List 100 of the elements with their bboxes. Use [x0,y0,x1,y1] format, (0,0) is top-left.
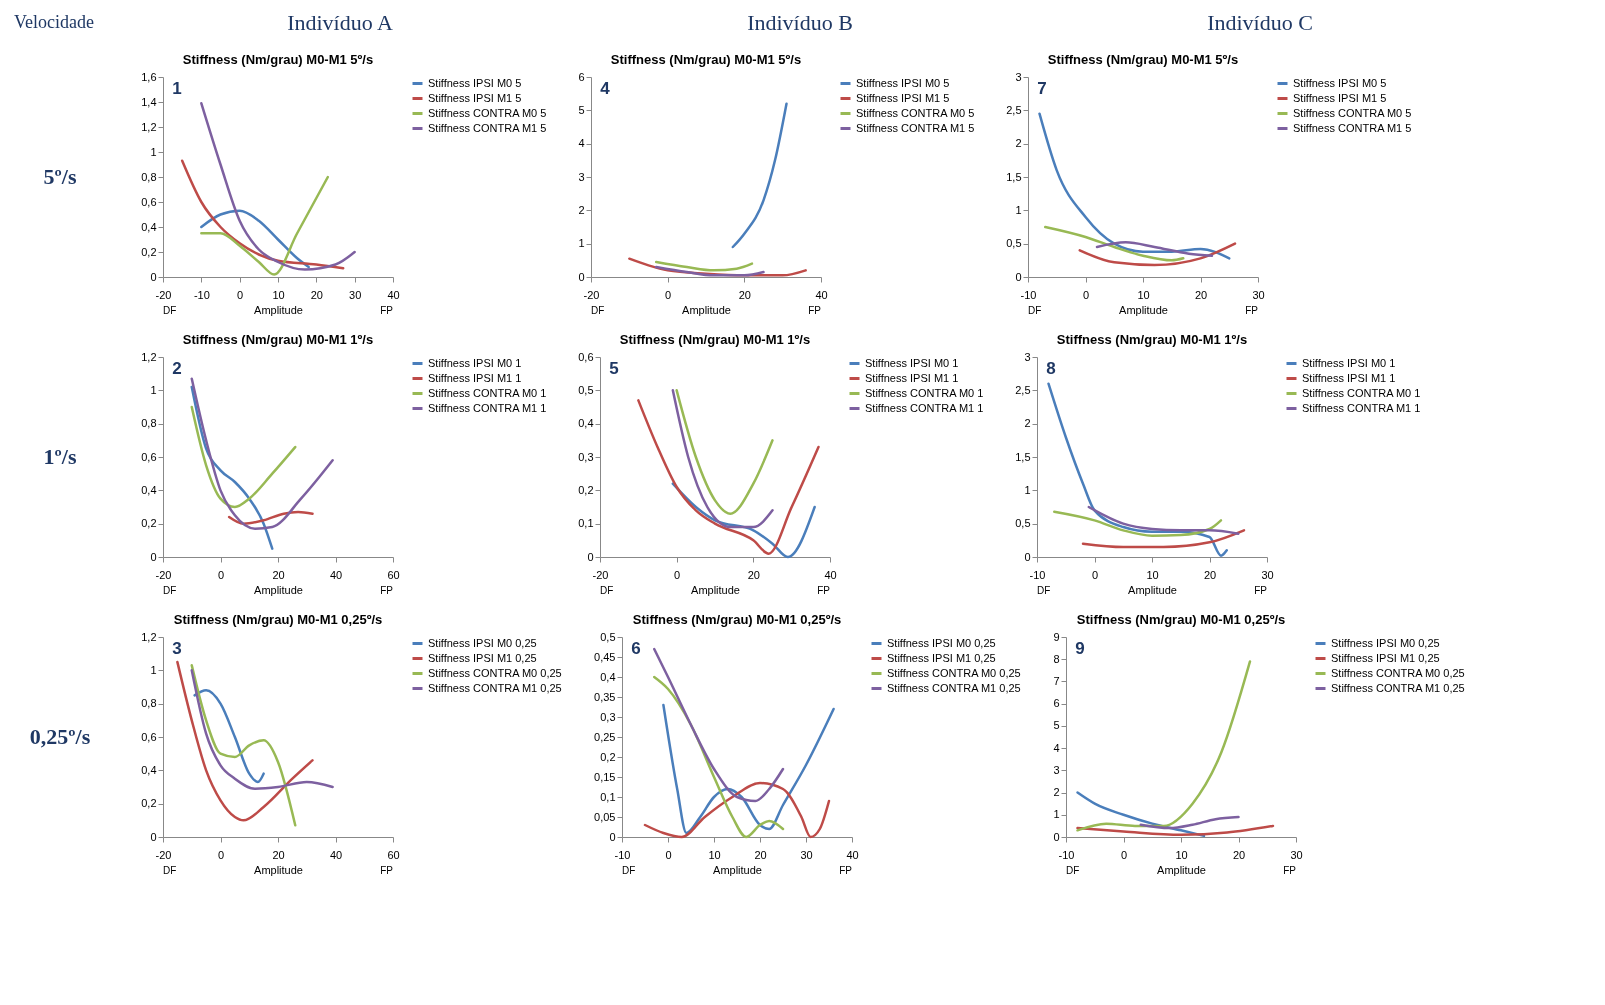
x-axis-title: Amplitude [1128,583,1177,596]
chart-title: Stiffness (Nm/grau) M0-M1 0,25º/s [1076,612,1286,627]
x-tick-label: 20 [1232,848,1246,861]
y-tick-label: 4 [1053,741,1060,754]
x-tick-label: 0 [1120,848,1128,861]
line-series [190,664,297,827]
y-tick-label: 0,5 [600,630,616,643]
line-series [200,209,310,269]
y-tick-label: 6 [578,70,585,83]
text: FP [817,585,831,596]
legend-label: Stiffness IPSI M1 0,25 [1331,651,1440,664]
y-tick-label: 0 [587,550,594,563]
y-tick-label: 0 [150,830,157,843]
y-tick-label: 3 [578,170,585,183]
x-axis-title: Amplitude [1119,303,1168,316]
text: DF [1028,305,1042,316]
y-tick-label: 3 [1024,350,1031,363]
x-tick-label: 20 [1203,568,1217,581]
y-tick-label: 0,2 [578,483,594,496]
x-tick-label: 40 [387,288,400,301]
legend-label: Stiffness CONTRA M0 5 [1293,106,1412,119]
y-tick-label: 0,8 [141,170,157,183]
text: Indivíduo A [287,10,393,35]
y-tick-label: 2,5 [1015,383,1031,396]
x-tick-label: 0 [674,568,681,581]
y-tick-label: 0,2 [141,245,157,258]
line-series [654,260,754,272]
line-series [227,510,314,525]
text: 0,25º/s [29,724,91,749]
x-tick-label: 0 [1091,568,1099,581]
text: DF [163,865,177,876]
y-tick-label: 0,35 [594,690,616,703]
y-tick-label: 1,5 [1015,450,1031,463]
y-tick-label: 3 [1015,70,1022,83]
y-tick-label: 1 [1015,203,1022,216]
x-tick-label: 0 [665,848,672,861]
legend-label: Stiffness CONTRA M0 0,25 [887,666,1021,679]
y-tick-label: 0 [609,830,616,843]
legend-label: Stiffness IPSI M1 5 [1293,91,1387,104]
line-series [731,102,788,249]
text: FP [1245,305,1259,316]
x-tick-label: 10 [1146,568,1159,581]
text: DF [622,865,636,876]
y-tick-label: 1,2 [141,630,157,643]
y-tick-label: 0 [1053,830,1060,843]
x-tick-label: 60 [387,848,400,861]
x-axis-title: Amplitude [682,303,731,316]
y-tick-label: 3 [1053,763,1060,776]
legend-label: Stiffness CONTRA M1 0,25 [428,681,562,694]
line-series [1076,824,1275,837]
y-tick-label: 0,4 [578,417,594,430]
x-tick-label: 20 [1194,288,1208,301]
annotation: 3 [172,639,182,658]
x-tick-label: 0 [217,568,225,581]
legend-label: Stiffness IPSI M0 1 [428,356,522,369]
legend-label: Stiffness CONTRA M0 0,25 [1331,666,1465,679]
text: Velocidade [14,12,94,32]
x-tick-label: -20 [155,568,172,581]
legend-label: Stiffness IPSI M1 0,25 [428,651,537,664]
line-series [662,703,835,835]
line-series [652,647,785,803]
y-tick-label: 0,6 [578,350,594,363]
annotation: 2 [172,359,182,378]
y-tick-label: 0,4 [141,220,157,233]
x-tick-label: 40 [329,568,343,581]
line-series [190,405,297,509]
legend-label: Stiffness IPSI M1 1 [1302,371,1396,384]
y-tick-label: 8 [1053,652,1060,665]
legend-label: Stiffness CONTRA M0 1 [428,386,547,399]
text: FP [380,865,394,876]
legend-label: Stiffness CONTRA M0 5 [856,106,975,119]
y-tick-label: 0,6 [141,450,157,463]
annotation: 7 [1037,79,1047,98]
x-tick-label: 40 [329,848,343,861]
legend-label: Stiffness IPSI M0 1 [1302,356,1396,369]
legend-label: Stiffness CONTRA M1 5 [428,121,547,134]
text: FP [839,865,853,876]
line-series [190,385,274,550]
x-axis-title: Amplitude [254,583,303,596]
text: FP [380,585,394,596]
x-tick-label: 10 [1175,848,1188,861]
chart-title: Stiffness (Nm/grau) M0-M1 1º/s [182,332,374,347]
x-tick-label: -10 [1020,288,1037,301]
legend-label: Stiffness CONTRA M0 1 [1302,386,1421,399]
y-tick-label: 1,4 [141,95,157,108]
legend-label: Stiffness IPSI M1 0,25 [887,651,996,664]
x-tick-label: -10 [1029,568,1046,581]
text: DF [600,585,614,596]
x-axis-title: Amplitude [691,583,740,596]
text: Indivíduo C [1207,10,1313,35]
y-tick-label: 0,45 [594,650,616,663]
legend-label: Stiffness CONTRA M1 5 [856,121,975,134]
line-series [190,377,334,530]
x-tick-label: 20 [738,288,751,301]
y-tick-label: 7 [1053,674,1060,687]
legend-label: Stiffness CONTRA M1 1 [1302,401,1421,414]
y-tick-label: 0,3 [578,450,594,463]
x-axis-title: Amplitude [254,863,303,876]
line-series [1076,660,1252,832]
y-tick-label: 2 [1053,786,1060,799]
